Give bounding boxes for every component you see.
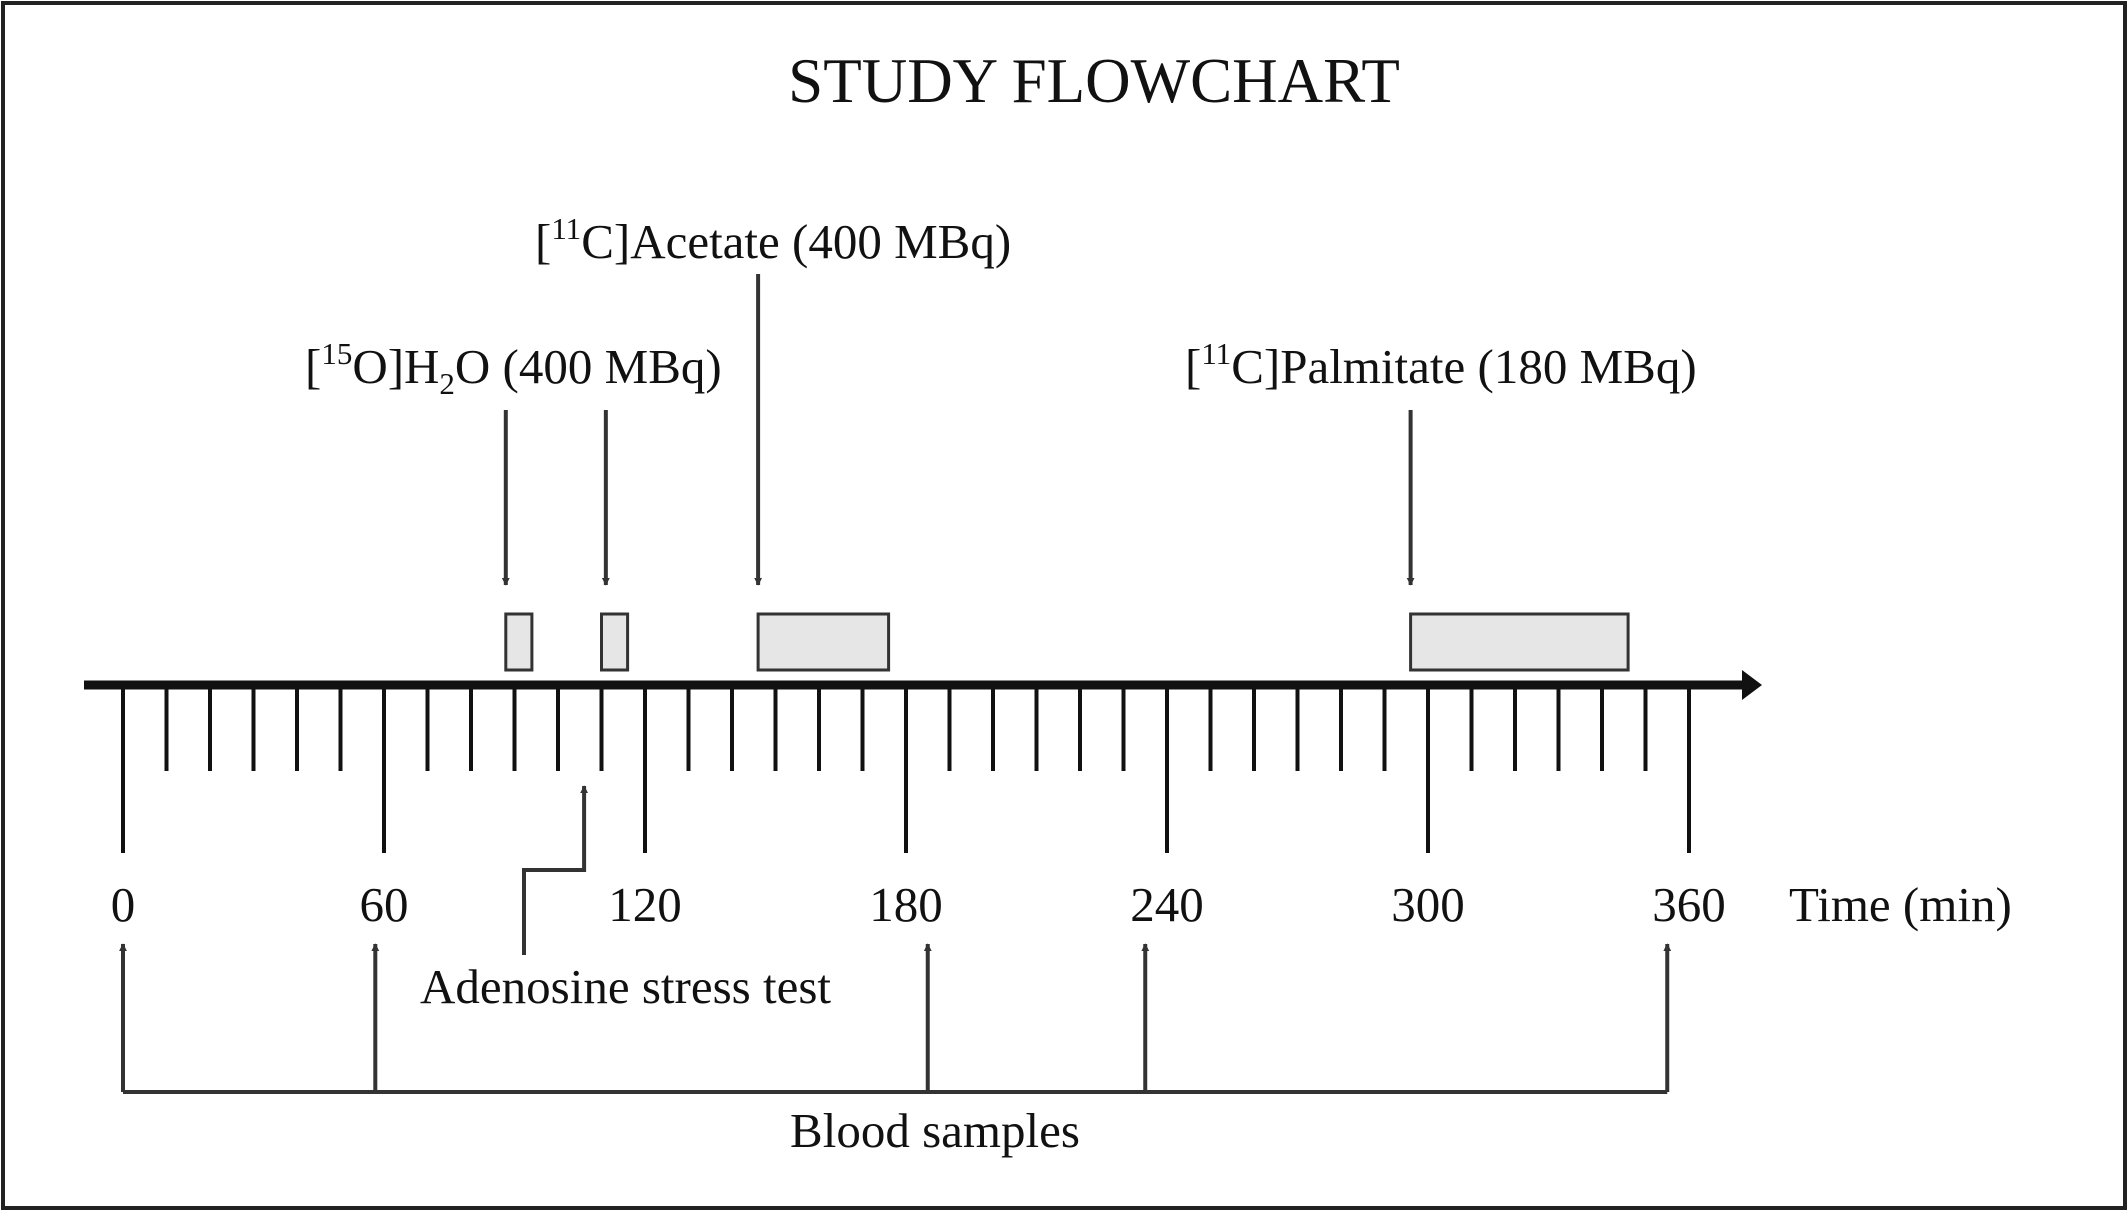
- adenosine-marker: Adenosine stress test: [420, 785, 831, 1014]
- adenosine-arrow: [522, 785, 589, 955]
- axis-tick-label: 0: [111, 877, 136, 932]
- axis-tick-label: 240: [1130, 877, 1204, 932]
- diagram-title: STUDY FLOWCHART: [788, 46, 1400, 116]
- timeline-axis: [84, 670, 1762, 853]
- axis-tick-label: 180: [869, 877, 943, 932]
- scan-box: [1409, 612, 1630, 672]
- adenosine-label: Adenosine stress test: [420, 959, 831, 1014]
- axis-unit-label: Time (min): [1789, 877, 2012, 932]
- axis-tick-label: 300: [1391, 877, 1465, 932]
- tracer-label-water: [15O]H2O (400 MBq): [305, 336, 722, 401]
- axis-tick-label: 120: [608, 877, 682, 932]
- scan-box: [756, 612, 891, 672]
- scan-box: [504, 612, 534, 672]
- tracer-label-acetate: [11C]Acetate (400 MBq): [535, 211, 1011, 269]
- axis-tick-label: 60: [360, 877, 409, 932]
- tracer-label-palmitate: [11C]Palmitate (180 MBq): [1185, 336, 1697, 394]
- blood-samples-group: Blood samples: [119, 943, 1672, 1158]
- scan-box: [600, 612, 630, 672]
- blood-samples-label: Blood samples: [790, 1103, 1080, 1158]
- axis-tick-label: 360: [1652, 877, 1726, 932]
- axis-arrowhead: [1742, 670, 1762, 700]
